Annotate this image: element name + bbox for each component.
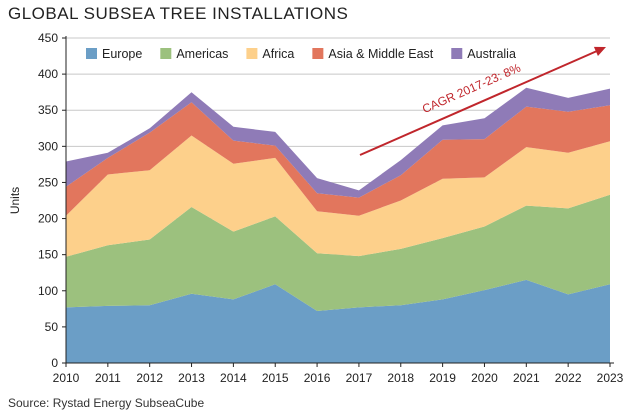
chart-source: Source: Rystad Energy SubseaCube [8,396,205,410]
x-tick-label: 2022 [555,371,582,385]
y-tick-label: 450 [38,31,58,45]
x-tick-label: 2019 [429,371,456,385]
legend-label: Americas [176,47,228,61]
x-tick-label: 2015 [262,371,289,385]
area-series [66,87,610,198]
y-axis-label: Units [8,187,22,214]
legend-swatch [86,48,97,59]
y-tick-label: 0 [51,356,58,370]
legend-swatch [312,48,324,59]
x-tick-label: 2018 [387,371,414,385]
legend-label: Australia [467,47,516,61]
legend-swatch [160,48,172,59]
x-tick-label: 2013 [178,371,205,385]
y-tick-label: 200 [38,212,58,226]
y-tick-label: 50 [45,320,59,334]
cagr-arrow-line [359,50,598,156]
chart-title: GLOBAL SUBSEA TREE INSTALLATIONS [8,4,349,23]
area-series [66,194,610,311]
legend-swatch [246,48,258,59]
x-tick-label: 2023 [597,371,624,385]
stacked-areas [66,87,610,363]
y-tick-label: 150 [38,248,58,262]
x-tick-label: 2011 [95,371,121,385]
x-tick-label: 2016 [304,371,331,385]
area-series [66,279,610,363]
area-series [66,135,610,257]
area-series [66,102,610,216]
legend-label: Asia & Middle East [328,47,433,61]
y-tick-label: 250 [38,175,58,189]
y-tick-label: 350 [38,103,58,117]
axes: 0 50 100 150 200 250 300 350 400 450 2010 2011 2012 2… [8,31,624,385]
y-tick-label: 400 [38,67,58,81]
x-tick-label: 2021 [513,371,540,385]
legend-swatch [451,48,463,59]
legend: Europe Americas Africa Asia & Middle East Au… [86,47,516,61]
x-tick-label: 2010 [53,371,80,385]
x-tick-label: 2014 [220,371,247,385]
x-tick-label: 2012 [136,371,163,385]
x-tick-label: 2020 [471,371,498,385]
y-tick-label: 100 [38,284,58,298]
cagr-arrow-head [593,46,606,57]
x-tick-label: 2017 [346,371,373,385]
y-tick-label: 300 [38,139,58,153]
legend-label: Africa [262,47,294,61]
legend-label: Europe [102,47,142,61]
